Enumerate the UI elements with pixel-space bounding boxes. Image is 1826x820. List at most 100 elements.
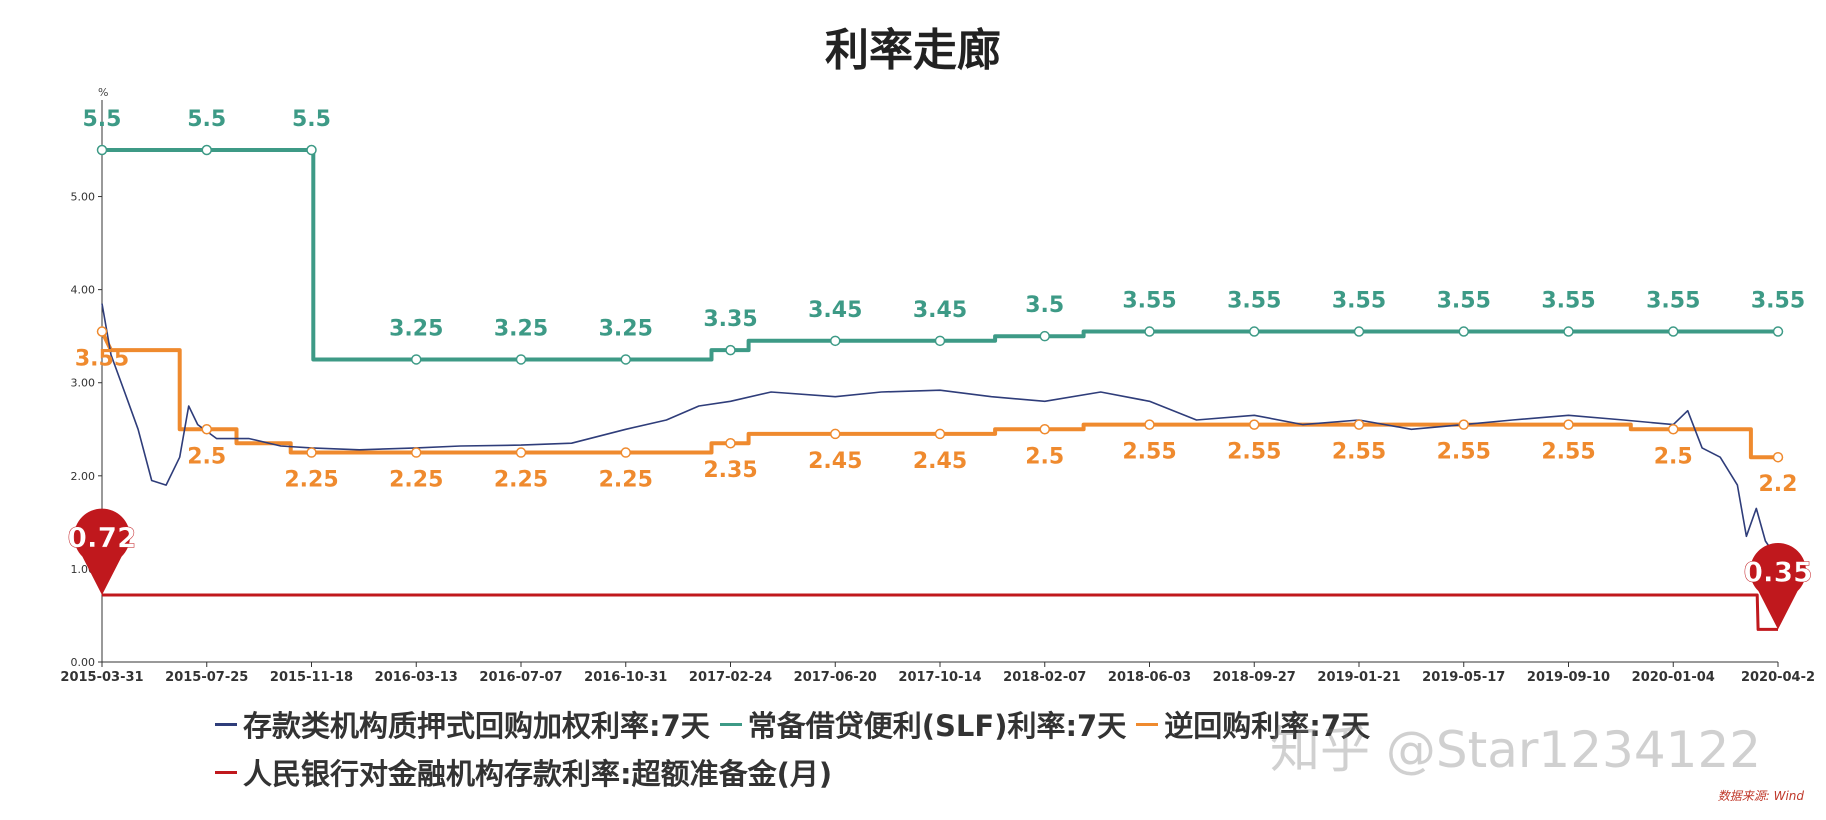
x-tick-label: 2020-04-2 [1741,670,1815,685]
data-label-reverse: 2.35 [703,458,757,483]
x-tick-label: 2015-03-31 [60,670,143,685]
data-point-slf [306,144,317,156]
data-label-slf: 3.55 [1227,289,1281,314]
legend-item-reverse-repo[interactable]: 逆回购利率:7天 [1136,703,1370,745]
legend-item-slf[interactable]: 常备借贷便利(SLF)利率:7天 [719,703,1127,745]
legend-label-slf: 常备借贷便利(SLF)利率:7天 [747,709,1127,743]
data-point-reverse [306,447,317,458]
series-line-excess [102,593,1778,631]
y-tick-label: 3.00 [71,377,96,390]
x-tick-label: 2015-11-18 [270,670,353,685]
data-source: 数据来源: Wind [1717,789,1804,803]
data-label-reverse: 2.55 [1332,440,1386,465]
data-point-slf [201,144,212,156]
data-point-slf [1772,326,1784,337]
x-tick-label: 2019-09-10 [1527,670,1610,685]
data-point-reverse [1668,424,1679,435]
y-tick-label: 4.00 [71,284,96,297]
data-label-slf: 5.5 [83,107,122,132]
x-tick-label: 2016-10-31 [584,670,667,685]
data-label-slf: 3.55 [1437,289,1491,314]
data-label-slf: 5.5 [292,107,331,132]
data-label-reverse: 2.5 [187,444,226,469]
y-tick-label: 0.00 [71,656,96,669]
data-label-reverse: 2.5 [1025,444,1064,469]
data-point-slf [620,354,631,365]
data-label-slf: 5.5 [187,107,226,132]
data-point-slf [1353,326,1365,337]
y-tick-label: 5.00 [71,191,96,204]
data-point-reverse [1458,419,1469,430]
pin-label-excess: 0.35 [1743,555,1812,588]
x-tick-label: 2020-01-04 [1632,670,1715,685]
data-point-reverse [1249,419,1260,430]
data-point-reverse [201,424,212,435]
chart-title: 利率走廊 [825,25,1001,76]
data-label-slf: 3.25 [599,316,653,341]
y-axis-unit: % [98,86,109,99]
x-tick-label: 2017-10-14 [898,670,981,685]
data-label-slf: 3.55 [1332,289,1386,314]
data-label-reverse: 2.5 [1654,444,1693,469]
data-point-reverse [411,447,422,458]
data-point-reverse [620,447,631,458]
series-line-slf [102,148,1778,362]
data-label-reverse: 2.25 [494,468,548,493]
legend-swatch-reverse-repo [1136,722,1159,726]
legend-label-reverse-repo: 逆回购利率:7天 [1164,709,1371,743]
data-label-slf: 3.5 [1025,293,1064,318]
pin-label-excess: 0.72 [67,521,136,554]
legend-item-repo[interactable]: 存款类机构质押式回购加权利率:7天 [215,703,710,745]
data-label-slf: 3.55 [1541,289,1595,314]
data-point-reverse [1772,451,1784,463]
data-point-slf [934,335,946,347]
x-tick-label: 2018-02-07 [1003,670,1086,685]
data-label-reverse: 2.55 [1541,440,1595,465]
legend-row-1: 存款类机构质押式回购加权利率:7天 常备借贷便利(SLF)利率:7天 逆回购利率… [215,700,1380,748]
data-point-slf [1458,326,1469,337]
data-point-reverse [1144,419,1155,430]
legend-row-2: 人民银行对金融机构存款利率:超额准备金(月) [215,748,1380,796]
data-label-reverse: 2.55 [1227,440,1281,465]
data-point-slf [1249,326,1260,337]
x-tick-label: 2019-01-21 [1317,670,1400,685]
x-tick-label: 2017-02-24 [689,670,772,685]
x-tick-label: 2018-09-27 [1213,670,1296,685]
legend-swatch-excess-reserve [215,770,237,774]
data-point-reverse [725,437,736,449]
data-point-reverse [934,428,946,440]
legend-item-excess-reserve[interactable]: 人民银行对金融机构存款利率:超额准备金(月) [215,751,832,793]
data-label-slf: 3.35 [703,307,757,332]
data-label-slf: 3.45 [913,298,967,323]
x-tick-label: 2018-06-03 [1108,670,1191,685]
data-point-reverse [1353,419,1365,430]
data-label-reverse: 2.45 [913,449,967,474]
data-label-reverse: 2.45 [808,449,862,474]
series-line-reverse [100,330,1778,460]
data-point-slf [515,354,527,365]
x-tick-label: 2017-06-20 [794,670,877,685]
data-label-reverse: 2.25 [599,468,653,493]
legend-swatch-slf [719,722,742,726]
data-label-slf: 3.55 [1646,289,1700,314]
data-label-reverse: 2.25 [389,468,443,493]
legend-swatch-repo [215,722,237,726]
data-point-reverse [830,428,841,440]
data-point-slf [1039,330,1050,342]
legend: 存款类机构质押式回购加权利率:7天 常备借贷便利(SLF)利率:7天 逆回购利率… [215,700,1380,796]
data-point-slf [96,144,108,156]
data-label-reverse: 2.55 [1437,440,1491,465]
watermark: 知乎 @Star1234122 [1270,721,1762,779]
data-label-reverse: 2.25 [284,468,338,493]
series-line-repo [101,303,1779,561]
data-point-reverse [96,326,108,337]
data-point-slf [411,354,422,365]
data-label-slf: 3.55 [1751,289,1805,314]
data-point-slf [725,344,736,356]
data-label-reverse: 3.55 [75,347,129,372]
legend-label-repo: 存款类机构质押式回购加权利率:7天 [243,709,710,743]
data-label-slf: 3.25 [389,316,443,341]
data-label-slf: 3.55 [1122,289,1176,314]
x-tick-label: 2016-07-07 [479,670,562,685]
data-point-reverse [515,447,527,458]
